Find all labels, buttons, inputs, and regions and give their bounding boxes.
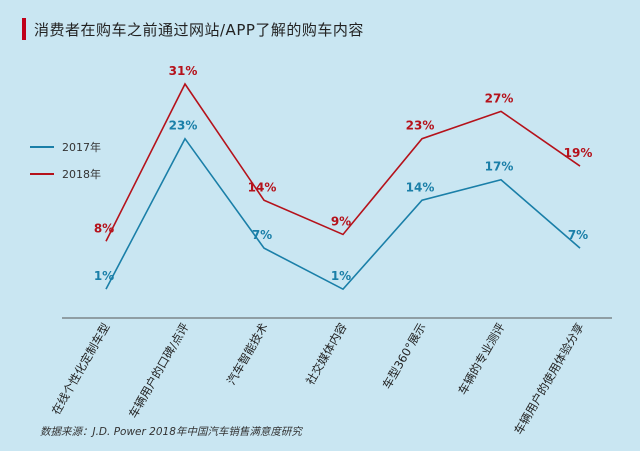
data-label-2017-6: 7% bbox=[568, 228, 588, 242]
legend-label-2018: 2018年 bbox=[62, 168, 101, 181]
title-accent-bar bbox=[22, 18, 26, 40]
data-label-2018-6: 19% bbox=[564, 146, 593, 160]
source-note: 数据来源：J.D. Power 2018年中国汽车销售满意度研究 bbox=[40, 426, 302, 438]
category-label-3: 社交媒体内容 bbox=[303, 320, 350, 387]
data-label-2018-0: 8% bbox=[94, 221, 114, 235]
chart-title-bar: 消费者在购车之前通过网站/APP了解的购车内容 bbox=[22, 18, 364, 40]
data-label-2017-2: 7% bbox=[252, 228, 272, 242]
data-label-2018-4: 23% bbox=[406, 119, 435, 133]
legend-item-2017: 2017年 bbox=[30, 140, 101, 154]
data-label-2017-1: 23% bbox=[169, 119, 198, 133]
data-label-2018-2: 14% bbox=[248, 180, 277, 194]
chart-title: 消费者在购车之前通过网站/APP了解的购车内容 bbox=[34, 20, 364, 39]
data-label-2017-3: 1% bbox=[331, 269, 351, 283]
data-label-2017-4: 14% bbox=[406, 180, 435, 194]
category-label-6: 车辆用户的使用体验分享 bbox=[511, 321, 586, 438]
category-label-2: 汽车智能技术 bbox=[224, 320, 271, 387]
data-label-2018-3: 9% bbox=[331, 214, 351, 228]
category-label-0: 在线个性化定制车型 bbox=[49, 321, 113, 418]
data-label-2018-1: 31% bbox=[169, 64, 198, 78]
category-label-5: 车辆的专业测评 bbox=[455, 320, 508, 397]
legend-item-2018: 2018年 bbox=[30, 167, 101, 181]
legend-swatch-2018 bbox=[30, 173, 54, 175]
legend-swatch-2017 bbox=[30, 146, 54, 148]
category-label-1: 车辆用户的口碑/点评 bbox=[126, 320, 192, 420]
data-label-2017-0: 1% bbox=[94, 269, 114, 283]
data-label-2017-5: 17% bbox=[485, 160, 514, 174]
legend-label-2017: 2017年 bbox=[62, 141, 101, 154]
legend: 2017年 2018年 bbox=[30, 140, 101, 194]
category-label-4: 车型360°展示 bbox=[380, 321, 429, 392]
data-label-2018-5: 27% bbox=[485, 91, 514, 105]
